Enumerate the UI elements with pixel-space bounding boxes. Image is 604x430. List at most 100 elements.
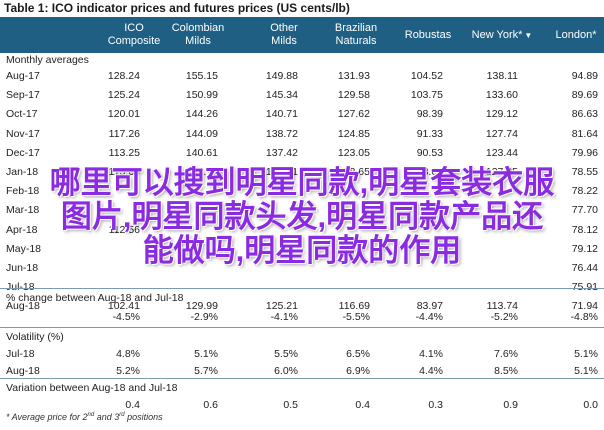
table-cell: 123.05: [337, 146, 370, 159]
table-cell: 94.89: [571, 70, 598, 82]
table-row: Nov-17 117.26 144.09 138.72 124.85 91.33 127.7…: [0, 126, 604, 144]
table-row-pct-change: -4.5% -2.9% -4.1% -5.5% -4.4% -5.2% -4.8%: [0, 309, 604, 327]
row-label: Feb-18: [6, 185, 40, 198]
column-header-line2: Naturals: [335, 35, 377, 47]
table-row-variation: 0.4 0.6 0.5 0.4 0.3 0.9 0.0: [0, 397, 604, 415]
table-cell: 125.24: [107, 89, 140, 102]
column-header-line1: ICO: [124, 22, 144, 34]
table-cell: 7.6%: [494, 348, 518, 360]
column-header-3: Brazilian Naturals: [321, 17, 391, 53]
column-header-4: Robustas: [393, 17, 463, 53]
table-cell: 89.69: [571, 89, 598, 102]
table-cell: 133.60: [485, 89, 518, 102]
table-cell: 131.93: [337, 70, 370, 82]
table-row: Aug-18 5.2% 5.7% 6.0% 6.9% 4.4% 8.5% 5.1%: [0, 363, 604, 381]
table-cell: 71.94: [571, 300, 598, 313]
section-volatility: Volatility (%): [0, 329, 604, 347]
row-label: Oct-17: [6, 108, 38, 121]
table-title: Table 1: ICO indicator prices and future…: [4, 1, 350, 15]
table-cell: 5.1%: [574, 348, 598, 360]
table-cell: 79.96: [571, 146, 598, 159]
chevron-down-icon[interactable]: ▼: [524, 30, 533, 40]
table-cell: 81.64: [571, 127, 598, 140]
table-cell: 83.97: [416, 300, 443, 313]
table-row: Mar-18 77.70: [0, 202, 604, 220]
table-cell: -4.1%: [270, 311, 298, 323]
row-label: Aug-17: [6, 70, 40, 82]
table-cell: 103.75: [410, 89, 443, 102]
table-cell: 127.62: [337, 108, 370, 121]
table-cell: 78.55: [571, 166, 598, 178]
table-cell: 138.81: [265, 166, 298, 178]
table-cell: -5.5%: [342, 311, 370, 323]
table-cell: 120.01: [107, 108, 140, 121]
table-cell: 79.12: [571, 242, 598, 255]
table-cell: 77.70: [571, 204, 598, 217]
row-label: Jun-18: [6, 262, 39, 274]
table-cell: 6.5%: [346, 348, 370, 360]
table-cell: 137.42: [265, 146, 298, 159]
table-row: Dec-17 113.25 140.61 137.42 123.05 90.53 123.4…: [0, 145, 604, 163]
table-cell: -4.8%: [570, 311, 598, 323]
section-label: Volatility (%): [6, 331, 64, 343]
table-cell: 127.05: [485, 166, 518, 178]
column-header-line2: Composite: [107, 35, 161, 47]
divider: [0, 327, 604, 328]
table-cell: 0.4: [125, 399, 140, 411]
table-cell: 5.5%: [274, 348, 298, 360]
row-label: Sep-17: [6, 89, 40, 102]
table-cell: -2.9%: [190, 311, 218, 323]
section-label: % change between Aug-18 and Jul-18: [6, 292, 184, 304]
table-cell: 123.44: [485, 146, 518, 159]
table-cell: 129.99: [185, 300, 218, 313]
table-cell: 0.5: [283, 399, 298, 411]
section-label: Monthly averages: [6, 54, 89, 66]
table-cell: 76.44: [571, 262, 598, 274]
column-header-line2: Milds: [271, 35, 297, 47]
table-cell: 149.88: [265, 70, 298, 82]
row-label: Jan-18: [6, 166, 39, 178]
column-header-1: Colombian Milds: [163, 17, 233, 53]
table-cell: 75.91: [571, 281, 598, 294]
column-header-6: London*: [541, 17, 604, 53]
table-cell: 117.26: [108, 127, 140, 140]
table-cell: 129.12: [485, 108, 518, 121]
table-row: May-18 79.12: [0, 241, 604, 259]
table-cell: 4.8%: [116, 348, 140, 360]
row-label: Jul-18: [6, 281, 35, 294]
column-header-line1: Colombian: [171, 22, 225, 34]
table-cell: 0.3: [428, 399, 443, 411]
column-header-line1: Brazilian: [334, 22, 378, 34]
divider: [0, 288, 604, 289]
table-cell: 140.61: [185, 146, 218, 159]
table-cell: 116.69: [338, 300, 370, 313]
footnote: * Average price for 2nd and 3rd position…: [6, 412, 163, 422]
column-header-line2: Robustas: [404, 28, 452, 41]
table-cell: 145.34: [265, 89, 298, 102]
table-cell: -4.5%: [112, 311, 140, 323]
table-cell: 128.65: [337, 166, 370, 178]
section-variation: Variation between Aug-18 and Jul-18: [0, 380, 604, 398]
table-cell: 113.74: [486, 300, 518, 313]
table-cell: 155.15: [185, 70, 218, 82]
column-header-5: New York* ▼: [467, 17, 537, 53]
section-monthly-averages: Monthly averages: [0, 52, 604, 70]
table-cell: 127.74: [485, 127, 518, 140]
table-cell: 128.24: [107, 70, 140, 82]
table-cell: 112.56: [108, 223, 140, 236]
table-cell: 78.22: [571, 185, 598, 198]
column-header-line2: New York*: [471, 28, 523, 41]
table-cell: 5.1%: [194, 348, 218, 360]
table-cell: 0.0: [583, 399, 598, 411]
table-cell: 4.4%: [419, 365, 443, 377]
table-cell: 104.52: [410, 70, 443, 82]
table-cell: 0.9: [503, 399, 518, 411]
column-header-line2: London*: [555, 28, 597, 41]
table-cell: 140.71: [265, 108, 298, 121]
table-cell: 90.53: [416, 146, 443, 159]
table-cell: 4.1%: [419, 348, 443, 360]
row-label: Dec-17: [6, 146, 40, 159]
row-label: Jul-18: [6, 348, 35, 360]
table-row: Sep-17 125.24 150.99 145.34 129.58 103.75 133.…: [0, 87, 604, 105]
table-cell: 102.41: [107, 300, 140, 313]
